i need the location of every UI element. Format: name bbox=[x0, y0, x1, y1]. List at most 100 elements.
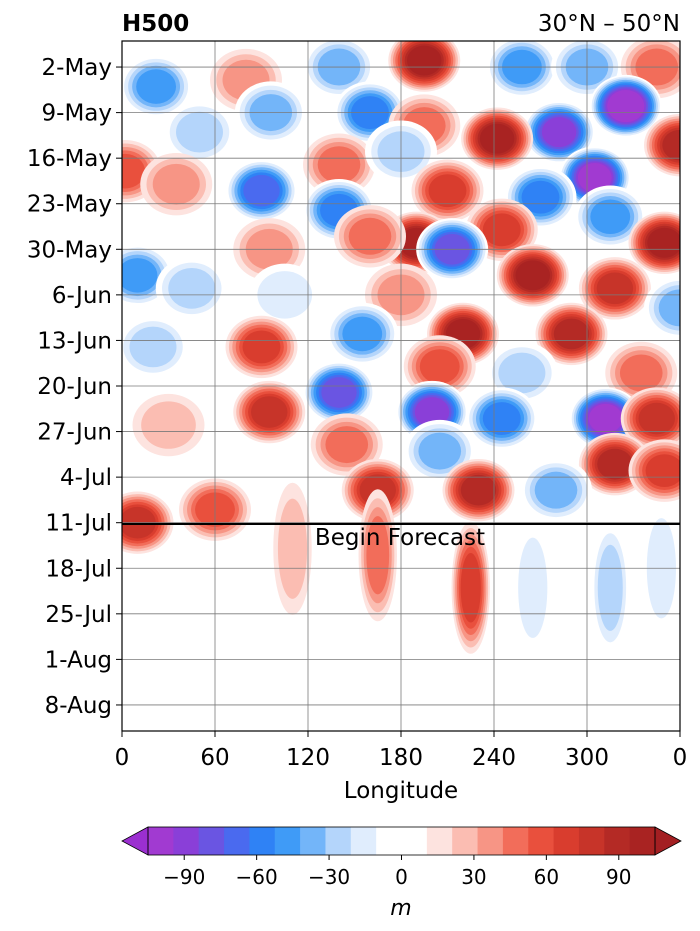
anomaly-cell bbox=[513, 521, 552, 654]
anomaly-contour bbox=[588, 403, 623, 434]
anomaly-cell bbox=[523, 100, 596, 164]
y-tick-label: 25-Jul bbox=[45, 602, 112, 628]
anomaly-field bbox=[122, 41, 680, 654]
anomaly-contour bbox=[645, 454, 680, 488]
anomaly-contour bbox=[498, 352, 546, 394]
anomaly-cell bbox=[461, 107, 534, 170]
anomaly-cell bbox=[628, 211, 680, 274]
anomaly-contour bbox=[597, 544, 623, 631]
colorbar-tick-label: 0 bbox=[395, 865, 408, 889]
colorbar-tick-label: 30 bbox=[461, 865, 486, 889]
anomaly-contour bbox=[419, 349, 460, 384]
anomaly-cell bbox=[225, 315, 298, 379]
anomaly-cell bbox=[122, 244, 174, 307]
y-tick-label: 20-Jun bbox=[37, 374, 112, 400]
y-tick-label: 8-Aug bbox=[45, 693, 112, 719]
colorbar-swatch bbox=[578, 827, 605, 855]
y-tick-label: 4-Jul bbox=[60, 465, 112, 491]
colorbar-swatch bbox=[477, 827, 504, 855]
y-tick-label: 23-May bbox=[27, 192, 112, 218]
anomaly-cell bbox=[303, 133, 375, 196]
anomaly-contour bbox=[243, 174, 280, 207]
anomaly-contour bbox=[596, 272, 634, 305]
anomaly-cell bbox=[403, 335, 476, 398]
colorbar-swatch bbox=[350, 827, 377, 855]
colorbar-swatch bbox=[629, 827, 656, 855]
anomaly-cell bbox=[574, 185, 647, 248]
anomaly-cell bbox=[140, 153, 213, 216]
forecast-annotation: Begin Forecast bbox=[315, 525, 485, 551]
y-tick-label: 1-Aug bbox=[45, 647, 112, 673]
anomaly-contour bbox=[168, 267, 216, 309]
colorbar-swatch bbox=[426, 827, 453, 855]
colorbar-swatch bbox=[325, 827, 352, 855]
colorbar-tick-label: 60 bbox=[534, 865, 559, 889]
anomaly-contour bbox=[122, 153, 146, 189]
colorbar-swatch bbox=[274, 827, 301, 855]
x-tick-label: 60 bbox=[200, 745, 229, 771]
anomaly-contour bbox=[428, 174, 467, 208]
anomaly-cell bbox=[326, 302, 399, 366]
anomaly-cell bbox=[122, 315, 189, 379]
x-tick-label: 120 bbox=[286, 745, 330, 771]
anomaly-contour bbox=[176, 111, 223, 153]
anomaly-contour bbox=[251, 396, 288, 428]
anomaly-contour bbox=[129, 326, 177, 368]
colorbar-extend-high bbox=[654, 826, 682, 856]
anomaly-cell bbox=[465, 387, 538, 450]
anomaly-contour bbox=[342, 316, 383, 352]
anomaly-cell bbox=[358, 489, 397, 622]
colorbar-swatch bbox=[452, 827, 479, 855]
anomaly-cell bbox=[155, 257, 228, 320]
y-tick-label: 2-May bbox=[42, 55, 112, 81]
colorbar-swatch bbox=[553, 827, 580, 855]
chart-title-left: H500 bbox=[122, 11, 189, 37]
colorbar-swatch bbox=[198, 827, 225, 855]
anomaly-cell bbox=[396, 380, 468, 444]
heatmap-area bbox=[122, 41, 680, 731]
anomaly-contour bbox=[482, 402, 521, 435]
y-axis: 2-May 9-May 16-May 23-May 30-May 6-Jun 13-Jun 2… bbox=[27, 55, 122, 719]
anomaly-cell bbox=[535, 302, 608, 366]
y-tick-label: 30-May bbox=[27, 237, 112, 263]
colorbar: −90 −60 −30 0 30 60 90 bbox=[121, 826, 682, 889]
anomaly-contour bbox=[366, 516, 390, 595]
anomaly-contour bbox=[348, 217, 392, 255]
y-tick-label: 11-Jul bbox=[45, 511, 112, 537]
y-tick-label: 13-Jun bbox=[37, 328, 112, 354]
colorbar-swatch bbox=[224, 827, 250, 855]
anomaly-cell bbox=[442, 458, 515, 522]
x-tick-label: 240 bbox=[472, 745, 516, 771]
anomaly-contour bbox=[590, 199, 631, 235]
anomaly-contour bbox=[658, 289, 680, 327]
anomaly-contour bbox=[277, 498, 308, 599]
anomaly-cell bbox=[122, 55, 193, 118]
x-axis-label: Longitude bbox=[344, 778, 458, 804]
y-tick-label: 18-Jul bbox=[45, 556, 112, 582]
colorbar-swatch bbox=[502, 827, 529, 855]
anomaly-cell bbox=[569, 387, 642, 450]
colorbar-swatch bbox=[376, 827, 403, 855]
colorbar-swatch bbox=[401, 827, 428, 855]
colorbar-tick-label: −60 bbox=[236, 865, 278, 889]
colorbar-swatch bbox=[148, 827, 174, 855]
anomaly-contour bbox=[541, 117, 577, 148]
anomaly-cell bbox=[620, 387, 680, 450]
colorbar-label: m bbox=[390, 896, 411, 921]
anomaly-contour bbox=[418, 432, 462, 470]
anomaly-cell bbox=[163, 100, 236, 164]
anomaly-contour bbox=[619, 354, 663, 392]
anomaly-contour bbox=[152, 163, 200, 205]
chart-title-right: 30°N – 50°N bbox=[538, 11, 680, 37]
anomaly-contour bbox=[518, 537, 548, 638]
anomaly-cell bbox=[310, 413, 383, 476]
anomaly-contour bbox=[638, 402, 675, 435]
colorbar-tick-label: −30 bbox=[308, 865, 350, 889]
anomaly-contour bbox=[521, 180, 560, 214]
anomaly-contour bbox=[136, 69, 177, 104]
anomaly-cell bbox=[578, 257, 651, 320]
anomaly-contour bbox=[609, 91, 643, 121]
x-axis: 0 60 120 180 240 300 0 bbox=[115, 731, 687, 771]
anomaly-contour bbox=[662, 129, 680, 161]
